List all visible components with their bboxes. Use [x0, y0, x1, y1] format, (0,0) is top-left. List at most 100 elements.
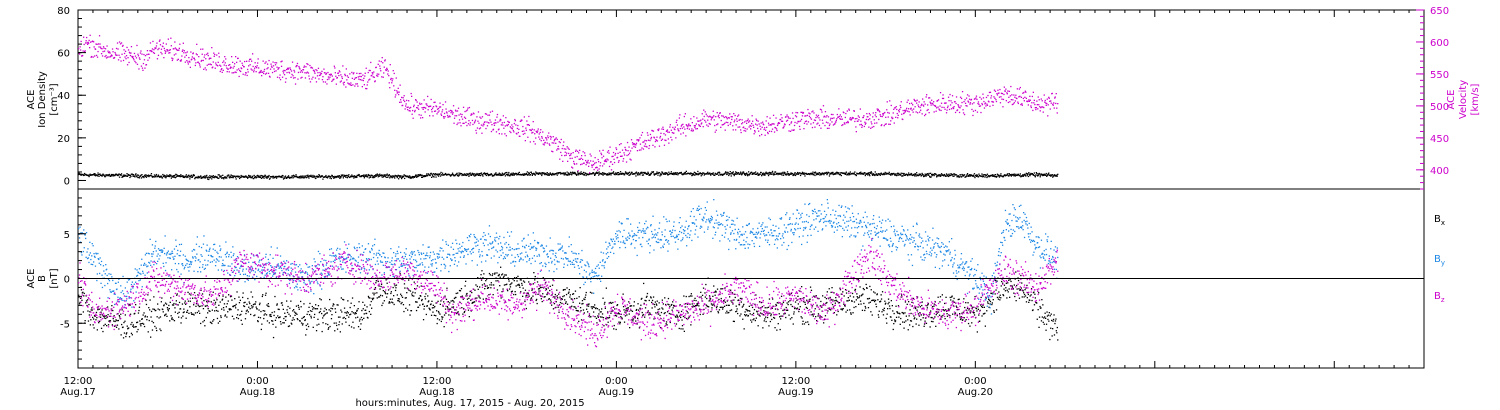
data-point [794, 172, 796, 174]
data-point [1013, 175, 1015, 177]
data-point [476, 116, 478, 118]
data-point [260, 69, 262, 72]
data-point [244, 318, 247, 320]
data-point [203, 56, 205, 58]
data-point [995, 99, 997, 101]
data-point [153, 296, 155, 298]
data-point [578, 152, 580, 154]
data-point [333, 177, 335, 179]
data-point [534, 173, 536, 175]
data-point [313, 71, 316, 73]
data-point [170, 174, 172, 176]
data-point [569, 296, 571, 298]
data-point [530, 129, 532, 132]
data-point [567, 174, 569, 176]
data-point [411, 95, 413, 97]
data-point [861, 173, 863, 175]
data-point [755, 171, 757, 173]
data-point [87, 41, 89, 43]
data-point [533, 129, 535, 131]
data-point [327, 323, 329, 326]
data-point [777, 123, 779, 125]
data-point [153, 176, 155, 178]
data-point [127, 173, 130, 176]
data-point [276, 303, 278, 305]
data-point [583, 162, 585, 164]
data-point [596, 166, 598, 169]
data-point [590, 160, 592, 162]
data-point [861, 124, 863, 127]
data-point [332, 305, 334, 307]
data-point [869, 118, 871, 120]
data-point [819, 173, 822, 175]
data-point [282, 72, 285, 74]
data-point [949, 93, 951, 96]
data-point [439, 313, 441, 315]
data-point [877, 108, 879, 111]
data-point [985, 105, 987, 107]
data-point [523, 130, 525, 132]
data-point [346, 177, 348, 179]
data-point [100, 327, 103, 329]
data-point [145, 176, 148, 178]
data-point [340, 176, 342, 179]
data-point [419, 103, 421, 105]
data-point [182, 42, 184, 44]
data-point [880, 173, 882, 175]
data-point [890, 174, 892, 176]
data-point [362, 74, 364, 76]
data-point [241, 62, 243, 64]
data-point [822, 122, 824, 124]
data-point [597, 172, 599, 174]
data-point [984, 103, 986, 105]
data-point [547, 173, 549, 175]
data-point [909, 114, 911, 116]
data-point [655, 139, 657, 141]
data-point [752, 172, 754, 174]
data-point [602, 174, 604, 176]
data-point [229, 67, 231, 69]
data-point [94, 315, 96, 317]
data-point [471, 302, 473, 304]
data-point [540, 298, 542, 300]
data-point [554, 173, 556, 176]
data-point [666, 172, 668, 174]
data-point [98, 175, 100, 177]
data-point [509, 126, 511, 128]
data-point [558, 311, 560, 313]
data-point [132, 325, 134, 327]
data-point [252, 175, 254, 177]
data-point [348, 324, 350, 327]
data-point [1037, 108, 1039, 110]
data-point [505, 135, 507, 137]
data-point [571, 305, 573, 307]
data-point [775, 128, 778, 130]
data-point [150, 336, 152, 338]
data-point [242, 73, 244, 75]
data-point [380, 283, 383, 285]
data-point [719, 112, 721, 114]
data-point [88, 39, 90, 42]
data-point [377, 63, 379, 65]
data-point [141, 67, 144, 69]
data-point [130, 332, 133, 334]
data-point [451, 172, 454, 174]
data-point [93, 173, 95, 175]
data-point [576, 155, 578, 158]
data-point [847, 172, 849, 174]
data-point [319, 310, 321, 313]
data-point [281, 302, 283, 304]
data-point [404, 100, 406, 103]
data-point [165, 303, 168, 305]
data-point [945, 112, 948, 114]
data-point [194, 59, 196, 61]
data-point [307, 72, 310, 74]
data-point [701, 174, 703, 176]
data-point [863, 173, 865, 175]
data-point [1020, 96, 1022, 98]
data-point [969, 103, 971, 105]
data-point [271, 311, 273, 314]
data-point [228, 176, 230, 178]
data-point [134, 176, 136, 178]
data-point [976, 98, 978, 101]
